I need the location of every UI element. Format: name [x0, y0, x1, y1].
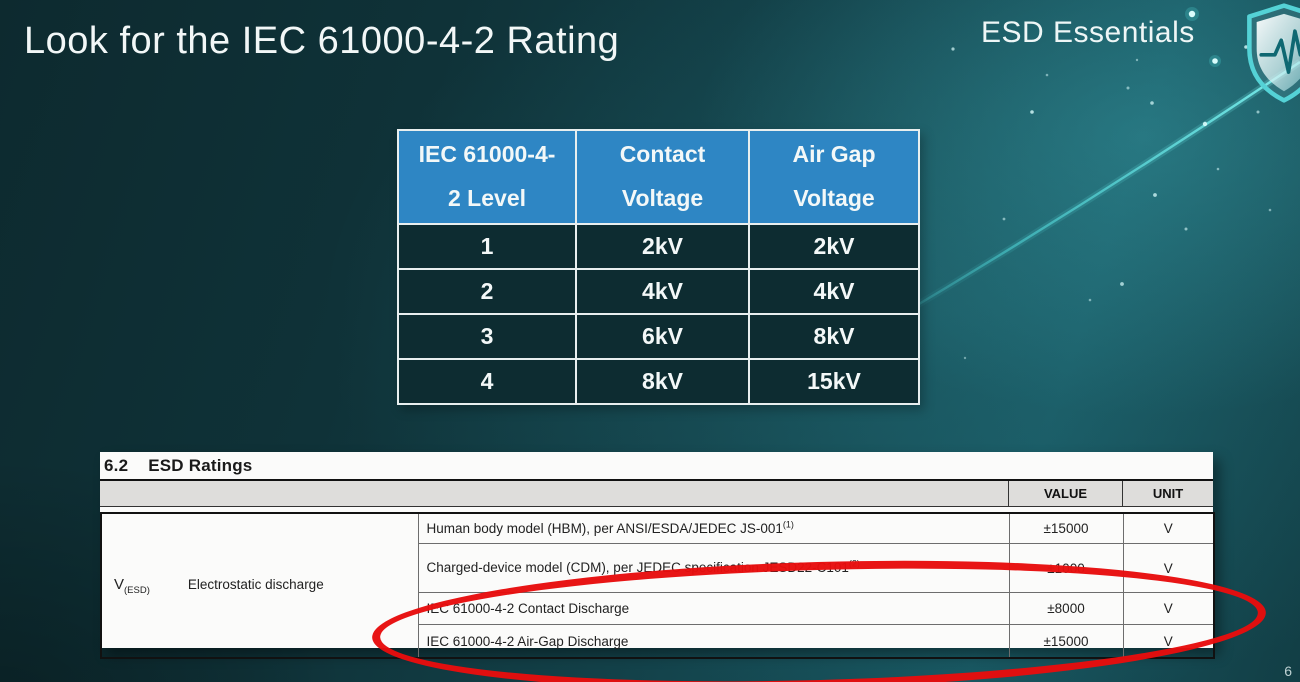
level-cell: 3 — [397, 313, 577, 360]
value-cell: ±15000 — [1008, 624, 1124, 659]
description-cell: Charged-device model (CDM), per JEDEC sp… — [417, 543, 1010, 593]
value-cell: ±1000 — [1008, 543, 1124, 593]
air-gap-voltage-cell: 15kV — [748, 358, 920, 405]
datasheet-section-heading: 6.2 ESD Ratings — [100, 452, 1213, 481]
description-cell: Human body model (HBM), per ANSI/ESDA/JE… — [417, 512, 1010, 544]
level-cell: 2 — [397, 268, 577, 315]
section-number: 6.2 — [104, 455, 129, 475]
description-cell: IEC 61000-4-2 Contact Discharge — [417, 592, 1010, 625]
description-cell: IEC 61000-4-2 Air-Gap Discharge — [417, 624, 1010, 659]
level-cell: 4 — [397, 358, 577, 405]
value-cell: ±15000 — [1008, 512, 1124, 544]
footnote-marker: (1) — [782, 519, 794, 530]
iec-level-table: IEC 61000-4-2 Level Contact Voltage Air … — [397, 129, 920, 405]
air-gap-voltage-cell: 4kV — [748, 268, 920, 315]
table-row: 4 8kV 15kV — [397, 358, 920, 405]
section-title: ESD Ratings — [148, 455, 253, 475]
contact-voltage-cell: 6kV — [575, 313, 750, 360]
level-table-header-row: IEC 61000-4-2 Level Contact Voltage Air … — [397, 129, 920, 225]
unit-cell: V — [1122, 512, 1215, 544]
datasheet-excerpt: 6.2 ESD Ratings VALUE UNIT V(ESD) Electr… — [100, 452, 1215, 659]
unit-cell: V — [1122, 592, 1215, 625]
page-title: Look for the IEC 61000-4-2 Rating — [24, 20, 620, 62]
unit-cell: V — [1122, 543, 1215, 593]
table-row: V(ESD) Electrostatic discharge Human bod… — [100, 512, 1215, 659]
table-row: Charged-device model (CDM), per JEDEC sp… — [101, 543, 1215, 593]
level-table-header-contact: Contact Voltage — [575, 129, 750, 225]
shield-pulse-icon — [1247, 3, 1300, 103]
unit-column-header: UNIT — [1122, 481, 1213, 506]
table-row: 3 6kV 8kV — [397, 313, 920, 360]
parameter-name: Electrostatic discharge — [187, 576, 324, 592]
table-row: IEC 61000-4-2 Contact Discharge ±8000 V — [101, 592, 1215, 625]
air-gap-voltage-cell: 8kV — [748, 313, 920, 360]
contact-voltage-cell: 2kV — [575, 223, 750, 270]
parameter-cell: V(ESD) Electrostatic discharge — [100, 512, 419, 659]
value-cell: ±8000 — [1008, 592, 1124, 625]
level-table-header-level: IEC 61000-4-2 Level — [397, 129, 577, 225]
star-dots — [951, 7, 1285, 360]
contact-voltage-cell: 4kV — [575, 268, 750, 315]
table-row: 2 4kV 4kV — [397, 268, 920, 315]
unit-cell: V — [1122, 624, 1215, 659]
table-row: 1 2kV 2kV — [397, 223, 920, 270]
datasheet-column-header: VALUE UNIT — [100, 481, 1213, 507]
value-column-header: VALUE — [1008, 481, 1122, 506]
table-row: IEC 61000-4-2 Air-Gap Discharge ±15000 V — [101, 624, 1215, 659]
brand-name: ESD Essentials — [981, 16, 1195, 49]
contact-voltage-cell: 8kV — [575, 358, 750, 405]
page-number: 6 — [1284, 663, 1292, 679]
footnote-marker: (2) — [848, 558, 860, 569]
level-cell: 1 — [397, 223, 577, 270]
datasheet-table-body: V(ESD) Electrostatic discharge Human bod… — [100, 512, 1215, 659]
level-table-header-airgap: Air Gap Voltage — [748, 129, 920, 225]
air-gap-voltage-cell: 2kV — [748, 223, 920, 270]
parameter-symbol: V(ESD) — [114, 575, 150, 596]
